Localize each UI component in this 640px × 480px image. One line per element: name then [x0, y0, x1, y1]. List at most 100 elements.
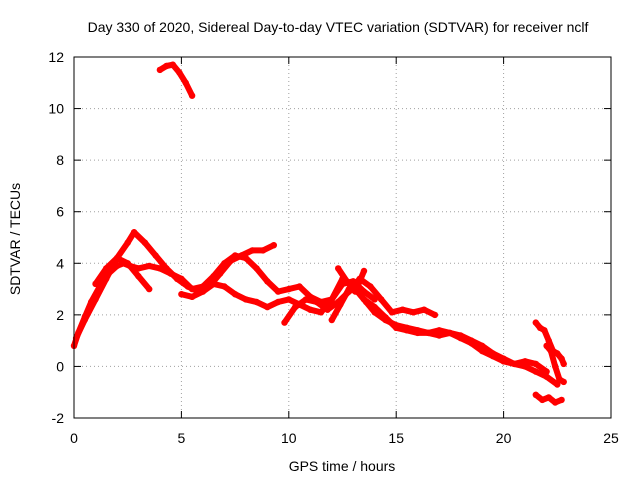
- data-point: [403, 324, 411, 331]
- data-point: [414, 327, 421, 334]
- data-point: [285, 296, 292, 303]
- data-point: [378, 296, 385, 303]
- y-tick-label: 12: [48, 49, 64, 65]
- y-tick-label: 6: [56, 204, 64, 220]
- data-point: [231, 291, 239, 298]
- data-point: [410, 309, 417, 316]
- data-point: [146, 285, 153, 293]
- data-point: [399, 306, 406, 313]
- data-point: [152, 252, 159, 259]
- data-point: [264, 303, 271, 311]
- data-point: [457, 332, 464, 339]
- data-point: [274, 298, 282, 306]
- data-point: [221, 283, 228, 290]
- y-tick-label: 10: [48, 101, 64, 117]
- data-point: [552, 363, 559, 370]
- data-point: [253, 265, 260, 272]
- data-point: [543, 373, 550, 380]
- data-point: [521, 363, 529, 370]
- y-tick-label: 0: [56, 358, 64, 374]
- data-point: [328, 316, 335, 324]
- data-point: [163, 265, 170, 272]
- y-tick-label: -2: [52, 410, 65, 426]
- data-point: [552, 399, 559, 406]
- x-tick-label: 0: [70, 430, 78, 446]
- x-axis-label: GPS time / hours: [289, 458, 396, 474]
- data-point: [163, 62, 170, 70]
- data-point: [285, 285, 292, 293]
- data-point: [242, 296, 249, 303]
- series-seg4: [92, 254, 153, 293]
- data-point: [511, 360, 518, 368]
- data-point: [130, 229, 138, 236]
- data-point: [178, 291, 185, 298]
- data-point: [367, 283, 374, 290]
- data-point: [270, 242, 277, 249]
- data-point: [169, 61, 176, 68]
- data-point: [425, 329, 432, 337]
- data-point: [539, 396, 546, 404]
- data-point: [324, 306, 331, 313]
- y-tick-labels: -2 0 2 4 6 8 10 12: [48, 49, 64, 426]
- x-tick-labels: 0 5 10 15 20 25: [70, 430, 619, 446]
- data-point: [532, 319, 539, 326]
- data-point: [176, 69, 183, 76]
- data-point: [328, 296, 335, 303]
- data-point: [103, 275, 110, 282]
- data-point: [238, 252, 245, 259]
- data-point: [436, 327, 443, 334]
- data-point: [146, 262, 153, 270]
- data-point: [274, 288, 282, 295]
- data-point: [352, 288, 359, 295]
- data-point: [259, 247, 267, 254]
- data-point: [337, 301, 344, 308]
- data-point: [317, 309, 325, 316]
- data-point: [302, 296, 310, 303]
- data-point: [521, 358, 529, 365]
- data-point: [113, 254, 121, 262]
- data-point: [532, 360, 539, 368]
- y-tick-label: 4: [56, 255, 64, 271]
- data-point: [335, 265, 342, 272]
- data-point: [543, 342, 550, 349]
- data-point: [81, 316, 88, 324]
- data-point: [489, 350, 497, 357]
- data-point: [199, 288, 207, 295]
- data-point: [543, 368, 550, 375]
- series-trace: [335, 265, 367, 295]
- data-point: [436, 332, 443, 339]
- data-point: [478, 342, 486, 349]
- series-seg12: [532, 391, 565, 406]
- data-point: [92, 296, 99, 303]
- series-seg9: [335, 265, 368, 295]
- data-point: [124, 260, 131, 267]
- data-point: [388, 309, 396, 316]
- data-point: [313, 298, 320, 306]
- data-point: [547, 347, 555, 355]
- data-point: [545, 337, 552, 344]
- data-point: [124, 239, 131, 246]
- data-point: [216, 270, 224, 277]
- data-point: [393, 322, 400, 329]
- data-point: [554, 381, 561, 388]
- x-tick-label: 25: [603, 430, 619, 446]
- y-axis-label: SDTVAR / TECUs: [7, 183, 23, 295]
- data-point: [307, 306, 314, 313]
- data-point: [560, 360, 567, 368]
- chart-title: Day 330 of 2020, Sidereal Day-to-day VTE…: [88, 19, 589, 35]
- data-point: [360, 267, 368, 275]
- data-point: [227, 257, 234, 264]
- x-tick-label: 20: [496, 430, 512, 446]
- data-point: [188, 92, 196, 99]
- data-point: [249, 247, 256, 254]
- data-point: [558, 355, 565, 362]
- data-point: [141, 239, 149, 246]
- data-point: [292, 303, 299, 311]
- data-point: [500, 355, 507, 362]
- y-tick-label: 2: [56, 307, 64, 323]
- data-point: [371, 309, 378, 316]
- data-point: [468, 337, 475, 344]
- data-point: [362, 298, 370, 306]
